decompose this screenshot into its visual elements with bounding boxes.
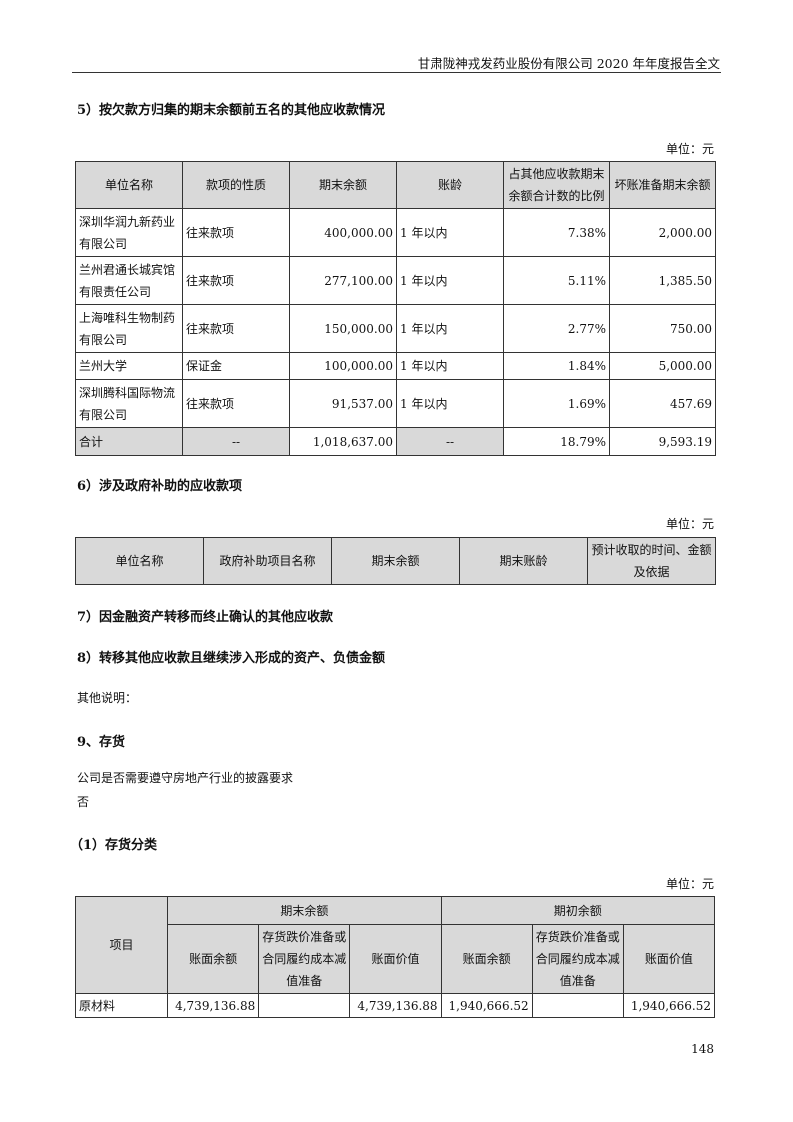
cell: 上海唯科生物制药有限公司 — [75, 304, 183, 353]
total-cell: 9,593.19 — [609, 427, 716, 456]
header-cell: 账面价值 — [349, 924, 442, 994]
cell: 5.11% — [503, 256, 610, 305]
cell: 1 年以内 — [396, 304, 504, 353]
section-8-title: 8）转移其他应收款且继续涉入形成的资产、负债金额 — [77, 651, 386, 666]
unit-label: 单位：元 — [665, 142, 714, 156]
header-cell: 占其他应收款期末余额合计数的比例 — [503, 161, 610, 209]
total-cell: 18.79% — [503, 427, 610, 456]
header-title: 甘肃陇神戎发药业股份有限公司 2020 年年度报告全文 — [417, 56, 720, 71]
cell: 2,000.00 — [609, 208, 716, 257]
cell: 100,000.00 — [289, 352, 397, 380]
cell: 1,385.50 — [609, 256, 716, 305]
disclosure-question: 公司是否需要遵守房地产行业的披露要求 — [77, 771, 294, 785]
gov-subsidy-table: 单位名称 政府补助项目名称 期末余额 期末账龄 预计收取的时间、金额及依据 — [75, 537, 716, 585]
header-cell: 存货跌价准备或合同履约成本减值准备 — [531, 924, 624, 994]
unit-label: 单位：元 — [665, 517, 714, 531]
header-cell: 坏账准备期末余额 — [609, 161, 716, 209]
cell — [258, 993, 351, 1018]
header-divider — [72, 72, 721, 73]
cell: 277,100.00 — [289, 256, 397, 305]
cell: 往来款项 — [182, 208, 290, 257]
total-row: 合计 -- 1,018,637.00 -- 18.79% 9,593.19 — [75, 427, 716, 456]
header-cell: 期末余额 — [167, 896, 442, 925]
cell: 2.77% — [503, 304, 610, 353]
cell: 400,000.00 — [289, 208, 397, 257]
other-note: 其他说明： — [77, 691, 138, 705]
section-9-1-title: （1）存货分类 — [70, 838, 158, 853]
cell: 750.00 — [609, 304, 716, 353]
header-cell: 预计收取的时间、金额及依据 — [587, 537, 716, 585]
table-row: 深圳腾科国际物流有限公司 往来款项 91,537.00 1 年以内 1.69% 457.6… — [75, 379, 716, 428]
section-5-title: 5）按欠款方归集的期末余额前五名的其他应收款情况 — [77, 103, 386, 118]
header-cell: 单位名称 — [75, 161, 183, 209]
cell: 1 年以内 — [396, 352, 504, 380]
table-row: 深圳华润九新药业有限公司 往来款项 400,000.00 1 年以内 7.38% 2,00… — [75, 208, 716, 257]
header-cell: 账龄 — [396, 161, 504, 209]
disclosure-answer: 否 — [77, 795, 90, 809]
header-cell: 期初余额 — [440, 896, 716, 925]
table-header-row: 单位名称 政府补助项目名称 期末余额 期末账龄 预计收取的时间、金额及依据 — [75, 537, 716, 585]
header-cell: 项目 — [74, 896, 169, 994]
cell: 兰州大学 — [75, 352, 183, 380]
header-cell: 单位名称 — [75, 537, 204, 585]
cell: 5,000.00 — [609, 352, 716, 380]
table-row: 原材料 4,739,136.88 4,739,136.88 1,940,666.… — [74, 993, 716, 1018]
cell: 1,940,666.52 — [440, 993, 533, 1018]
header-cell: 存货跌价准备或合同履约成本减值准备 — [258, 924, 351, 994]
table-header-row: 项目 期末余额 期初余额 — [74, 896, 716, 994]
cell: 1.69% — [503, 379, 610, 428]
cell — [531, 993, 624, 1018]
cell: 1 年以内 — [396, 379, 504, 428]
total-cell: -- — [396, 427, 504, 456]
unit-label: 单位：元 — [665, 877, 714, 891]
cell: 1 年以内 — [396, 208, 504, 257]
table-row: 上海唯科生物制药有限公司 往来款项 150,000.00 1 年以内 2.77% 750.… — [75, 304, 716, 353]
table-row: 兰州君通长城宾馆有限责任公司 往来款项 277,100.00 1 年以内 5.11% 1,… — [75, 256, 716, 305]
table-header-row: 单位名称 款项的性质 期末余额 账龄 占其他应收款期末余额合计数的比例 坏账准备… — [75, 161, 716, 209]
page-number: 148 — [691, 1042, 714, 1056]
cell: 往来款项 — [182, 379, 290, 428]
cell: 深圳腾科国际物流有限公司 — [75, 379, 183, 428]
header-cell: 款项的性质 — [182, 161, 290, 209]
cell: 兰州君通长城宾馆有限责任公司 — [75, 256, 183, 305]
section-6-title: 6）涉及政府补助的应收款项 — [77, 479, 243, 494]
cell: 457.69 — [609, 379, 716, 428]
header-cell: 期末余额 — [289, 161, 397, 209]
cell: 往来款项 — [182, 304, 290, 353]
cell: 4,739,136.88 — [167, 993, 260, 1018]
total-cell: 1,018,637.00 — [289, 427, 397, 456]
header-cell: 账面余额 — [167, 924, 260, 994]
section-7-title: 7）因金融资产转移而终止确认的其他应收款 — [77, 610, 334, 625]
inventory-table: 项目 期末余额 期初余额 账面余额 存货跌价准备或合同履约成本减值准备 账面价值… — [74, 896, 716, 1018]
cell: 1,940,666.52 — [622, 993, 716, 1018]
cell: 1 年以内 — [396, 256, 504, 305]
cell: 4,739,136.88 — [349, 993, 442, 1018]
header-cell: 账面价值 — [622, 924, 716, 994]
cell: 7.38% — [503, 208, 610, 257]
header-cell: 期末余额 — [331, 537, 460, 585]
row-label: 原材料 — [74, 993, 169, 1018]
table-row: 兰州大学 保证金 100,000.00 1 年以内 1.84% 5,000.00 — [75, 352, 716, 380]
cell: 1.84% — [503, 352, 610, 380]
cell: 91,537.00 — [289, 379, 397, 428]
cell: 往来款项 — [182, 256, 290, 305]
cell: 保证金 — [182, 352, 290, 380]
section-9-title: 9、存货 — [77, 735, 126, 750]
header-cell: 政府补助项目名称 — [203, 537, 332, 585]
total-label: 合计 — [75, 427, 183, 456]
header-cell: 账面余额 — [440, 924, 533, 994]
header-cell: 期末账龄 — [459, 537, 588, 585]
table-subheader-row: 账面余额 存货跌价准备或合同履约成本减值准备 账面价值 账面余额 存货跌价准备或… — [76, 924, 716, 994]
cell: 深圳华润九新药业有限公司 — [75, 208, 183, 257]
cell: 150,000.00 — [289, 304, 397, 353]
total-cell: -- — [182, 427, 290, 456]
top5-receivables-table: 单位名称 款项的性质 期末余额 账龄 占其他应收款期末余额合计数的比例 坏账准备… — [75, 161, 716, 456]
